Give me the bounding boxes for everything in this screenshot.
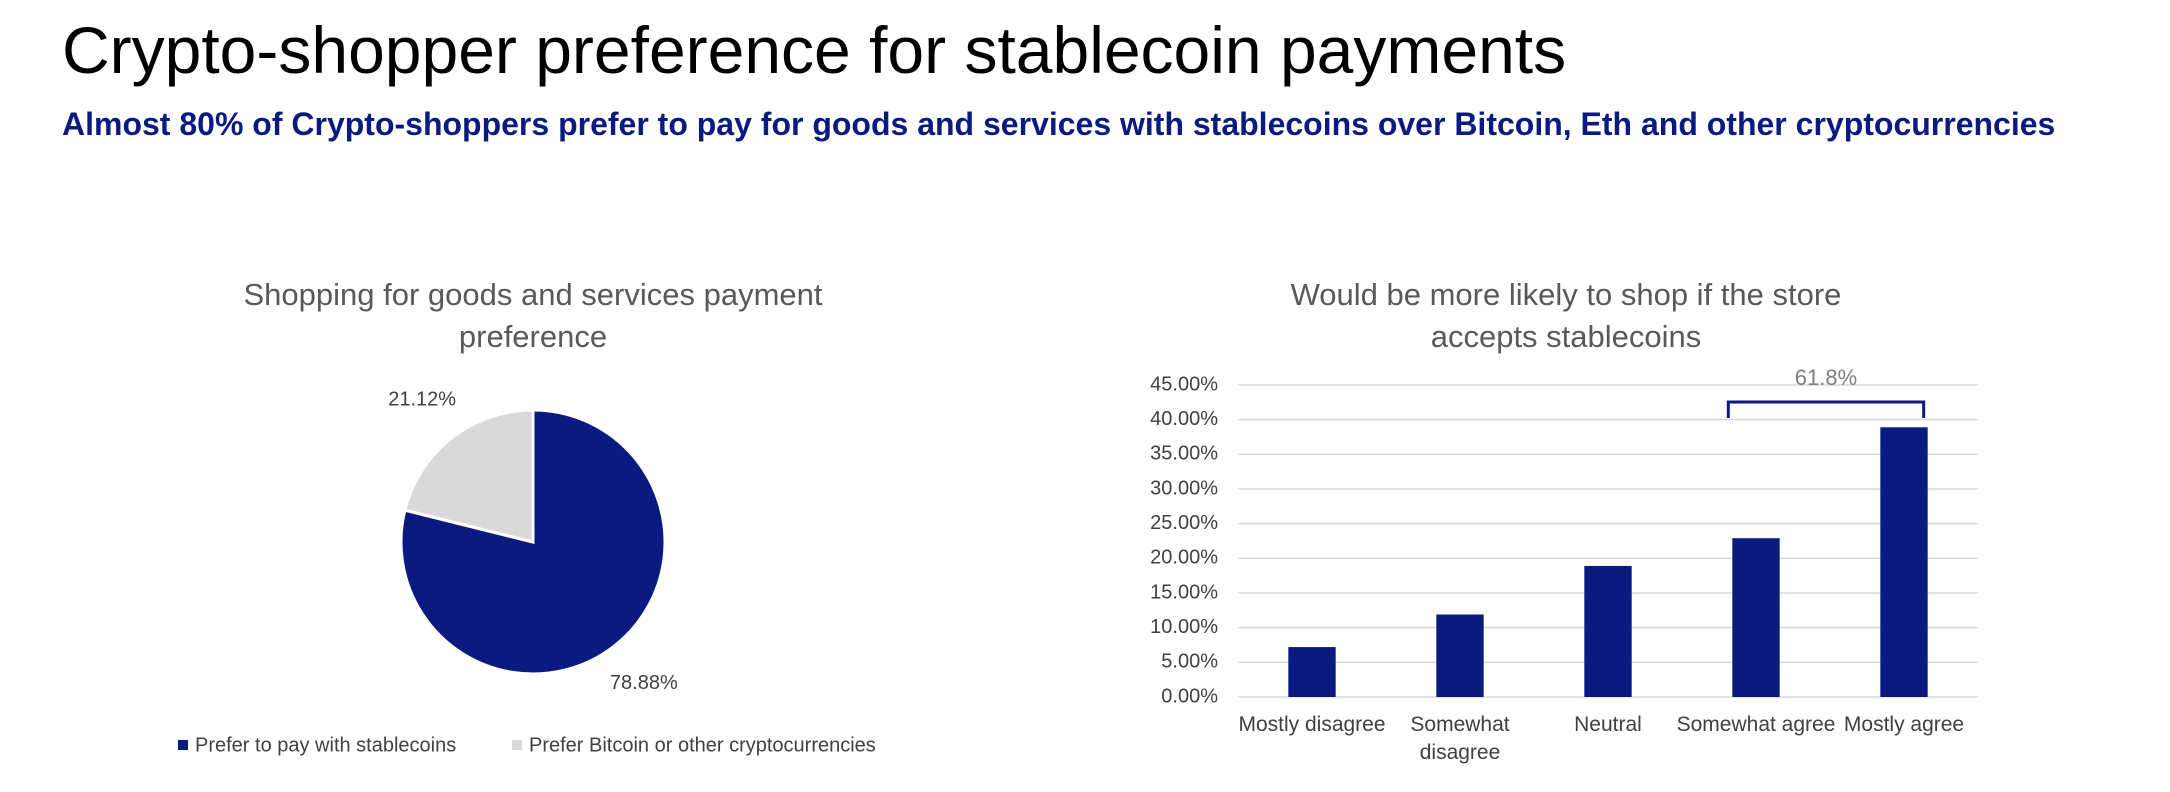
y-tick-label: 30.00% <box>1150 477 1218 499</box>
legend-label: Prefer to pay with stablecoins <box>195 734 456 756</box>
bar <box>1732 538 1780 697</box>
legend-swatch <box>512 740 522 750</box>
y-tick-label: 20.00% <box>1150 547 1218 569</box>
data-label: 21.12% <box>388 388 456 410</box>
page-title: Crypto-shopper preference for stablecoin… <box>62 13 1567 87</box>
bar <box>1288 647 1336 697</box>
legend-swatch <box>178 740 188 750</box>
chart-title: Shopping for goods and services payment … <box>243 277 823 354</box>
y-tick-label: 40.00% <box>1150 408 1218 430</box>
annotation: 61.8% <box>1795 365 1857 390</box>
x-tick-label: Mostly agree <box>1843 713 1965 736</box>
x-tick-label: Somewhat disagree <box>1410 713 1510 764</box>
pie-slice <box>403 408 535 544</box>
y-tick-label: 10.00% <box>1150 616 1218 638</box>
y-tick-label: 25.00% <box>1150 512 1218 534</box>
y-tick-label: 5.00% <box>1161 651 1218 673</box>
bar <box>1436 614 1484 697</box>
y-tick-label: 45.00% <box>1150 373 1218 395</box>
data-label: 78.88% <box>610 672 678 694</box>
bar <box>1584 565 1632 697</box>
x-tick-label: Somewhat agree <box>1676 713 1836 736</box>
chart-title: Would be more likely to shop if the stor… <box>1290 277 1842 354</box>
x-tick-label: Neutral <box>1574 713 1642 736</box>
y-tick-label: 0.00% <box>1161 685 1218 707</box>
y-tick-label: 35.00% <box>1150 443 1218 465</box>
page-subtitle: Almost 80% of Crypto-shoppers prefer to … <box>62 106 2056 142</box>
x-tick-label: Mostly disagree <box>1238 713 1386 736</box>
legend-label: Prefer Bitcoin or other cryptocurrencies <box>529 734 876 756</box>
y-tick-label: 15.00% <box>1150 581 1218 603</box>
annotation-bracket <box>1726 400 1926 418</box>
bar <box>1880 427 1928 697</box>
